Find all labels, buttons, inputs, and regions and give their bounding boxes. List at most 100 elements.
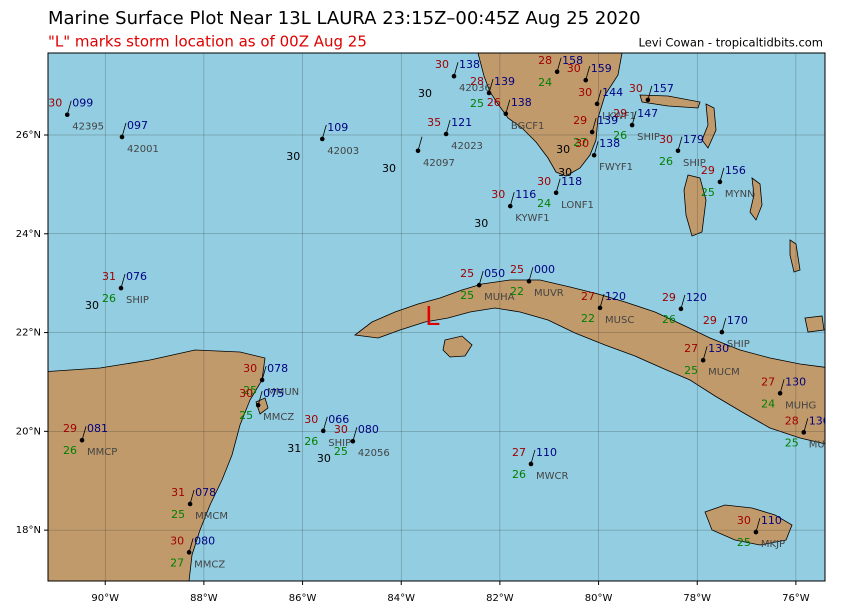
station-id: 42056 <box>358 448 390 459</box>
station-id: 42023 <box>451 141 483 152</box>
storm-marker: L <box>425 302 440 332</box>
station-dot <box>79 437 85 443</box>
great-inagua <box>804 315 825 333</box>
pressure: 076 <box>126 270 147 283</box>
sea-temperature: 30 <box>85 299 99 312</box>
wind-barb <box>528 267 534 282</box>
pressure: 066 <box>328 413 349 426</box>
station-id: MKJP <box>761 539 785 550</box>
sea-temperature: 30 <box>317 452 331 465</box>
wind-barb <box>261 365 267 381</box>
pressure: 099 <box>72 97 93 110</box>
pressure: 158 <box>562 54 583 67</box>
pressure: 050 <box>484 267 505 280</box>
jamaica <box>704 504 793 546</box>
dewpoint: 25 <box>171 508 185 521</box>
long-island <box>789 239 801 273</box>
wind-barb <box>322 416 328 431</box>
wind-barb <box>120 273 126 289</box>
pressure: 147 <box>637 107 658 120</box>
grand-bahama <box>639 94 701 109</box>
wind-barb <box>509 192 515 207</box>
wind-barb <box>488 78 494 94</box>
station-id: MUCM <box>708 367 740 378</box>
temperature: 28 <box>538 54 552 67</box>
temperature: 30 <box>737 514 751 527</box>
sea-temperature: 31 <box>287 442 301 455</box>
dewpoint: 22 <box>510 285 524 298</box>
dewpoint: 25 <box>334 445 348 458</box>
wind-barb <box>417 136 423 151</box>
station-id: LONF1 <box>561 200 594 211</box>
station-id: SHIP <box>328 438 351 449</box>
pressure: 120 <box>605 290 626 303</box>
wind-barb <box>530 449 536 465</box>
sea-temperature: 30 <box>558 166 572 179</box>
wind-barb <box>81 426 87 441</box>
wind-barb <box>352 427 358 442</box>
temperature: 25 <box>460 267 474 280</box>
temperature: 27 <box>512 446 526 459</box>
pressure: 157 <box>653 82 674 95</box>
pressure: 121 <box>451 116 472 129</box>
y-tick-label: 20°N <box>16 426 41 437</box>
station-id: MMCZ <box>194 559 225 570</box>
wind-barb <box>680 294 686 309</box>
sea-temperature: 30 <box>556 143 570 156</box>
dewpoint: 26 <box>63 444 77 457</box>
cuba <box>353 279 825 445</box>
dewpoint: 22 <box>581 312 595 325</box>
pressure: 179 <box>683 133 704 146</box>
pressure: 159 <box>591 62 612 75</box>
pressure: 120 <box>686 291 707 304</box>
pressure: 138 <box>511 96 532 109</box>
pressure: 110 <box>761 514 782 527</box>
dewpoint: 26 <box>613 129 627 142</box>
dewpoint: 27 <box>170 556 184 569</box>
station-id: 42001 <box>127 144 159 155</box>
pressure: 078 <box>267 362 288 375</box>
x-tick-label: 82°W <box>486 593 514 604</box>
temperature: 28 <box>785 414 799 427</box>
wind-barb <box>188 538 194 553</box>
station-id: MMUN <box>267 387 299 398</box>
pressure: 081 <box>87 422 108 435</box>
dewpoint: 25 <box>785 436 799 449</box>
dewpoint: 26 <box>102 292 116 305</box>
x-tick-label: 90°W <box>91 593 119 604</box>
station-id: FWYF1 <box>599 162 633 173</box>
wind-barb <box>721 317 727 333</box>
station-dot <box>476 282 482 288</box>
pressure: 130 <box>785 375 806 388</box>
pressure: 156 <box>725 164 746 177</box>
dewpoint: 26 <box>512 468 526 481</box>
x-tick-label: 78°W <box>683 593 711 604</box>
temperature: 30 <box>659 133 673 146</box>
abaco <box>701 103 717 149</box>
temperature: 30 <box>491 188 505 201</box>
wind-barb <box>478 271 484 286</box>
dewpoint: 25 <box>239 409 253 422</box>
temperature: 29 <box>662 291 676 304</box>
pressure: 118 <box>561 175 582 188</box>
pressure: 078 <box>195 486 216 499</box>
sea-temperature: 30 <box>286 150 300 163</box>
station-id: MMCZ <box>263 412 294 423</box>
x-tick-label: 84°W <box>387 593 415 604</box>
dewpoint: 24 <box>761 397 775 410</box>
y-tick-label: 18°N <box>16 525 41 536</box>
temperature: 30 <box>629 82 643 95</box>
frame <box>47 52 826 582</box>
station-id: 42395 <box>72 122 104 133</box>
temperature: 30 <box>334 423 348 436</box>
temperature: 30 <box>575 137 589 150</box>
station-id: MMCM <box>195 511 228 522</box>
dewpoint: 26 <box>662 313 676 326</box>
temperature: 31 <box>171 486 185 499</box>
wind-barb <box>599 293 605 308</box>
station-id: MUSC <box>605 315 634 326</box>
station-id: MUCU <box>809 439 839 450</box>
temperature: 30 <box>239 387 253 400</box>
station-id: LKWF1 <box>602 111 636 122</box>
